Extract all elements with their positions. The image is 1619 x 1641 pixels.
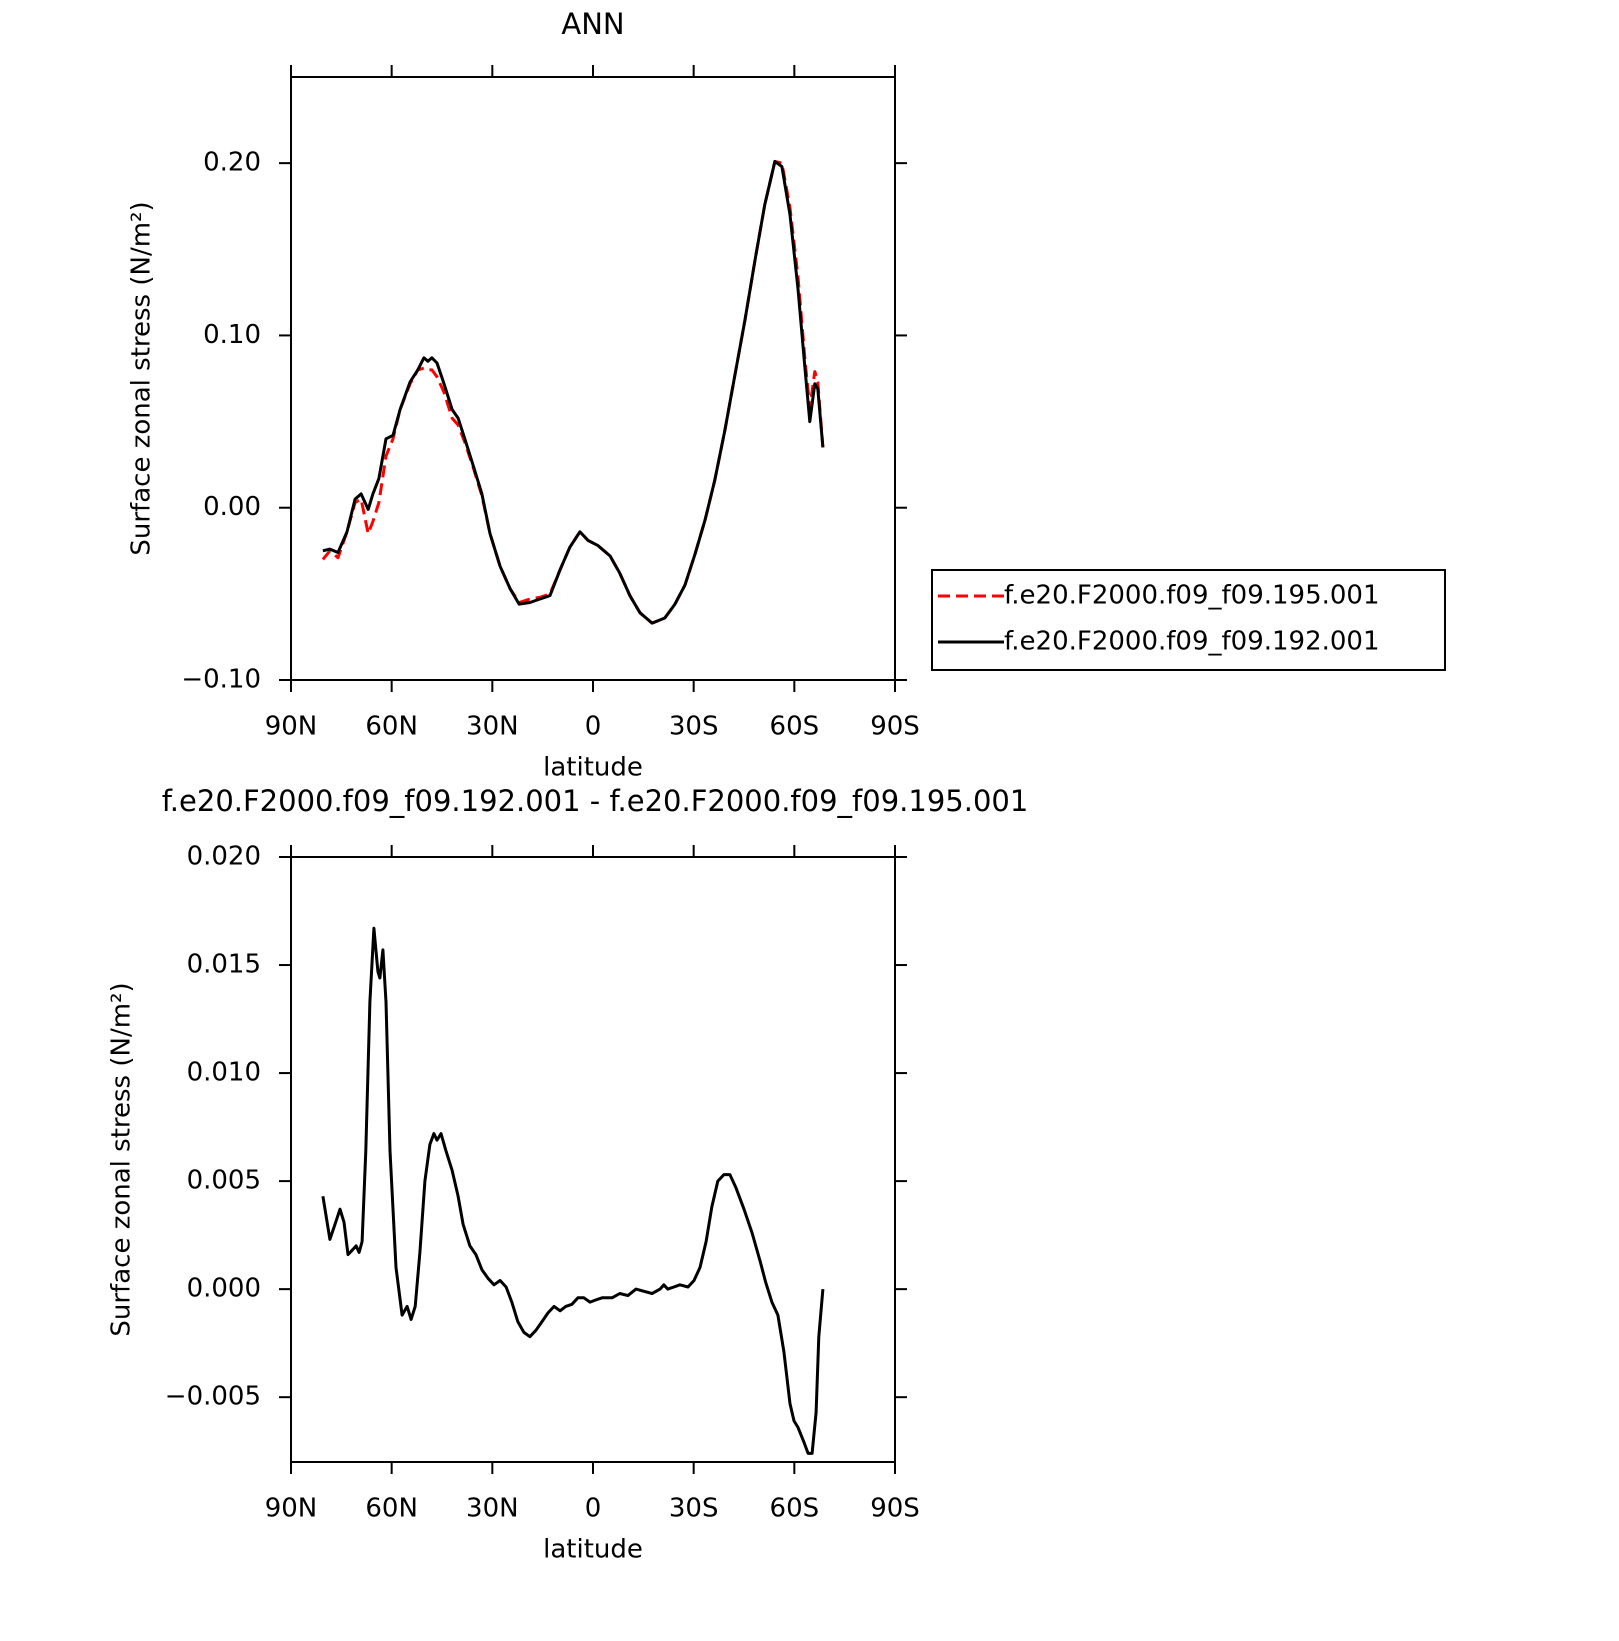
x-tick-label: 0 — [585, 1494, 602, 1524]
data-line — [321, 159, 825, 625]
x-tick-label: 60S — [770, 712, 820, 742]
y-tick-label: 0.005 — [187, 1166, 261, 1196]
x-tick-label: 90N — [265, 1494, 318, 1524]
chart-title: f.e20.F2000.f09_f09.192.001 - f.e20.F200… — [162, 784, 1029, 818]
y-tick-label: 0.020 — [187, 842, 261, 872]
x-tick-label: 90S — [870, 1494, 920, 1524]
x-tick-label: 60N — [365, 712, 418, 742]
y-tick-label: −0.10 — [181, 665, 261, 695]
y-tick-label: 0.010 — [187, 1058, 261, 1088]
x-tick-label: 90N — [265, 712, 318, 742]
x-tick-label: 30S — [669, 1494, 719, 1524]
x-tick-label: 30N — [466, 1494, 519, 1524]
y-tick-label: −0.005 — [165, 1382, 261, 1412]
legend-box — [931, 569, 1446, 671]
legend-label: f.e20.F2000.f09_f09.195.001 — [1004, 581, 1380, 611]
x-tick-label: 30S — [669, 712, 719, 742]
y-axis-label: Surface zonal stress (N/m²) — [107, 982, 137, 1336]
plot-frame — [290, 856, 896, 1463]
x-tick-label: 60N — [365, 1494, 418, 1524]
x-tick-label: 0 — [585, 712, 602, 742]
data-line — [322, 159, 825, 625]
y-tick-label: 0.20 — [203, 148, 261, 178]
y-tick-label: 0.00 — [203, 492, 261, 522]
y-tick-label: 0.10 — [203, 320, 261, 350]
x-axis-label: latitude — [543, 1535, 643, 1565]
chart-title: ANN — [561, 7, 624, 41]
data-line — [321, 926, 825, 1455]
x-tick-label: 90S — [870, 712, 920, 742]
x-tick-label: 60S — [770, 1494, 820, 1524]
x-tick-label: 30N — [466, 712, 519, 742]
x-axis-label: latitude — [543, 753, 643, 783]
y-axis-label: Surface zonal stress (N/m²) — [127, 201, 157, 555]
y-tick-label: 0.000 — [187, 1274, 261, 1304]
legend-label: f.e20.F2000.f09_f09.192.001 — [1004, 627, 1380, 657]
y-tick-label: 0.015 — [187, 950, 261, 980]
